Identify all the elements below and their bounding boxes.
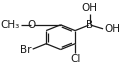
Text: O: O: [28, 20, 36, 30]
Text: OH: OH: [104, 24, 120, 34]
Text: Cl: Cl: [70, 54, 80, 64]
Text: B: B: [86, 20, 93, 30]
Text: CH₃: CH₃: [1, 20, 20, 30]
Text: Br: Br: [20, 45, 32, 55]
Text: OH: OH: [82, 3, 98, 13]
